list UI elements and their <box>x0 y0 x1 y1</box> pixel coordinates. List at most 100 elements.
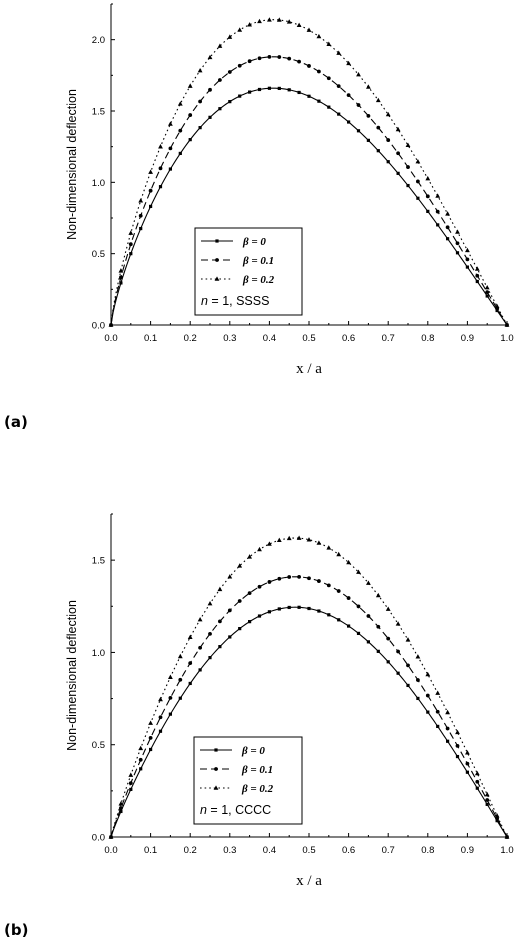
series-point <box>139 767 143 771</box>
legend-label: β = 0.1 <box>242 255 274 267</box>
series-point <box>158 696 163 702</box>
series-point <box>227 70 232 74</box>
series-point <box>228 100 232 104</box>
series-point <box>356 569 361 574</box>
legend-condition-note: n = 1, SSSS <box>201 294 269 308</box>
series-point <box>465 265 469 269</box>
series-point <box>465 761 470 766</box>
series-point <box>485 798 490 802</box>
series-point <box>207 600 213 606</box>
series-point <box>218 78 222 82</box>
series-point <box>435 690 441 695</box>
series-point <box>436 223 440 227</box>
y-tick-label: 0.5 <box>92 249 105 260</box>
x-tick-label: 0.6 <box>342 333 355 344</box>
x-tick-label: 0.2 <box>184 333 197 344</box>
series-point <box>276 537 282 543</box>
series-point <box>494 303 500 309</box>
series-point <box>317 609 321 613</box>
series-point <box>347 624 351 628</box>
series-point <box>455 229 460 234</box>
series-point <box>385 111 391 117</box>
y-tick-label: 1.5 <box>92 107 105 118</box>
x-tick-label: 0.4 <box>263 333 276 344</box>
series-point <box>336 551 342 557</box>
series-point <box>267 541 272 546</box>
series-point <box>247 22 252 27</box>
series-point <box>227 608 232 613</box>
series-point <box>287 56 292 61</box>
series-point <box>406 663 410 668</box>
series-point <box>168 146 173 151</box>
series-point <box>158 729 163 733</box>
series-point <box>286 535 292 541</box>
series-point <box>287 575 292 579</box>
series-point <box>495 308 499 313</box>
series-point <box>218 107 222 111</box>
series-point <box>296 22 302 28</box>
chart-panel-1: 0.0 0.1 0.2 0.3 0.4 0.5 0.6 0.7 0.8 0.9 1.0 0.0 0.5 1… <box>65 513 514 889</box>
y-tick-label: 0.0 <box>92 833 105 844</box>
series-point <box>307 606 311 611</box>
y-axis-label: Non-dimensional deflection <box>65 600 79 751</box>
series-point <box>108 322 114 327</box>
series-line <box>110 537 508 838</box>
series-point <box>286 19 292 24</box>
y-tick-label: 0.0 <box>92 321 105 332</box>
series-point <box>366 580 371 585</box>
series-point <box>386 160 390 164</box>
series-point <box>267 86 271 90</box>
series-point <box>197 67 203 73</box>
series-point <box>118 268 124 273</box>
x-tick-label: 0.9 <box>461 333 474 344</box>
series-point <box>474 770 480 776</box>
series-point <box>425 175 431 181</box>
series-point <box>366 138 370 142</box>
series-point <box>247 59 252 64</box>
series-point <box>386 138 391 142</box>
series-point <box>158 144 163 149</box>
series-point <box>148 188 153 193</box>
series-point <box>366 113 371 118</box>
series-point <box>356 72 361 77</box>
series-point <box>119 281 123 285</box>
series-point <box>446 739 450 743</box>
series-point <box>267 580 272 584</box>
series-point <box>139 226 143 231</box>
series-point <box>396 671 400 675</box>
series-point <box>178 677 183 682</box>
legend-box <box>194 227 303 316</box>
series-point <box>118 801 124 806</box>
series-point <box>366 640 370 644</box>
series-point <box>386 660 390 664</box>
series-point <box>326 41 332 46</box>
series-point <box>287 88 291 92</box>
series-point <box>307 64 311 68</box>
series-point <box>238 94 242 98</box>
series-point <box>138 757 143 762</box>
series-point <box>495 819 499 823</box>
series-point <box>138 213 143 218</box>
series-point <box>149 204 153 209</box>
series-point <box>484 791 490 797</box>
x-tick-label: 0.7 <box>382 333 395 344</box>
series-point <box>416 179 420 184</box>
series-point <box>197 616 203 622</box>
legend-marker <box>214 748 218 752</box>
series-point <box>475 786 479 790</box>
series-point <box>297 574 301 579</box>
series-point <box>465 257 470 262</box>
series-point <box>217 586 223 592</box>
series-point <box>168 695 173 700</box>
series-point <box>178 151 182 156</box>
series-point <box>356 103 361 107</box>
series-point <box>316 540 322 545</box>
series-point <box>218 619 222 624</box>
series-point <box>128 230 134 235</box>
series-point <box>474 266 480 271</box>
series-point <box>158 185 163 189</box>
series-point <box>119 809 123 814</box>
series-point <box>485 294 489 298</box>
series-point <box>426 209 430 213</box>
x-tick-label: 0.8 <box>421 333 434 344</box>
